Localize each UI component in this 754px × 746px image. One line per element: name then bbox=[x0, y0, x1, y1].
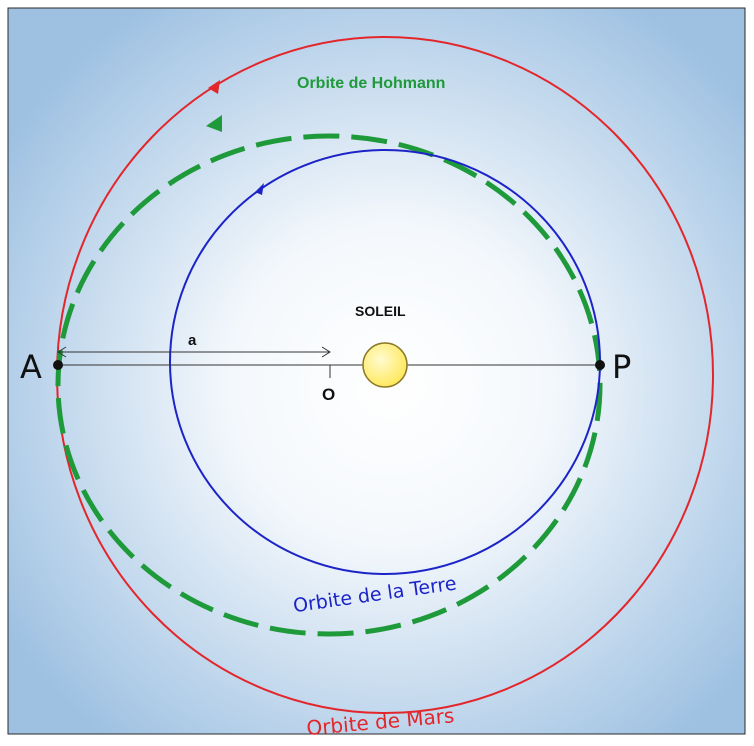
hohmann-orbit bbox=[55, 133, 603, 637]
semi-major-axis-label: a bbox=[188, 332, 197, 349]
hohmann-orbit-arrow bbox=[206, 115, 222, 132]
aphelion-point bbox=[53, 360, 63, 370]
semi-major-axis-arrowhead-left bbox=[57, 346, 67, 358]
mars-orbit-arrow bbox=[208, 80, 220, 94]
sun-label: SOLEIL bbox=[355, 303, 406, 319]
perihelion-label: P bbox=[612, 348, 631, 386]
perihelion-point bbox=[595, 360, 605, 370]
sun bbox=[362, 342, 408, 388]
aphelion-label: A bbox=[20, 348, 42, 386]
center-label: O bbox=[322, 385, 335, 404]
hohmann-orbit-label: Orbite de Hohmann bbox=[297, 75, 445, 92]
earth-orbit-arrow bbox=[255, 183, 264, 195]
semi-major-axis-arrowhead-right bbox=[321, 346, 331, 358]
